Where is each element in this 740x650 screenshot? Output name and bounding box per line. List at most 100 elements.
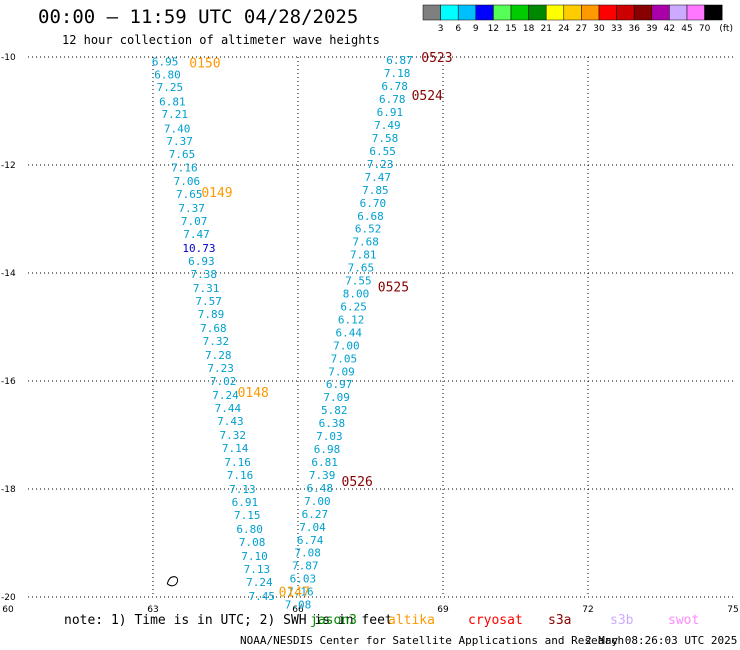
colorbar-swatch xyxy=(633,4,653,21)
wave-height-label: 7.04 xyxy=(299,521,326,534)
wave-height-label: 6.44 xyxy=(336,326,363,339)
colorbar-tick-label: 9 xyxy=(473,24,479,34)
pass-time-label: 0524 xyxy=(412,89,443,104)
pass-time-label: 0149 xyxy=(201,186,232,201)
wave-height-label: 6.38 xyxy=(319,417,346,430)
colorbar-tick-label: 30 xyxy=(593,24,605,34)
wave-height-label: 6.81 xyxy=(159,95,186,108)
wave-height-label: 7.08 xyxy=(239,536,266,549)
wave-height-label: 10.73 xyxy=(182,242,215,255)
wave-height-label: 7.21 xyxy=(162,108,189,121)
wave-height-label: 7.58 xyxy=(372,132,399,145)
colorbar-tick-label: 70 xyxy=(699,24,711,34)
y-tick-label: -10 xyxy=(1,53,16,63)
wave-height-label: 7.08 xyxy=(294,547,321,560)
wave-height-label: 7.10 xyxy=(241,550,268,563)
wave-height-label: 7.37 xyxy=(166,135,193,148)
pass-time-label: 0147 xyxy=(279,586,310,601)
wave-height-label: 7.16 xyxy=(224,456,251,469)
wave-height-label: 7.02 xyxy=(210,375,237,388)
wave-height-label: 7.14 xyxy=(222,442,249,455)
x-tick-label: 75 xyxy=(727,605,738,615)
colorbar-tick-label: 3 xyxy=(438,24,444,34)
wave-height-label: 7.68 xyxy=(352,236,379,249)
colorbar-tick-label: 15 xyxy=(505,24,516,34)
colorbar-tick-label: 18 xyxy=(523,24,535,34)
wave-height-label: 7.37 xyxy=(178,202,205,215)
wave-height-label: 5.82 xyxy=(321,404,348,417)
wave-height-label: 6.52 xyxy=(355,223,382,236)
y-tick-label: -16 xyxy=(1,377,16,387)
y-tick-label: -12 xyxy=(1,161,16,171)
y-tick-label: -20 xyxy=(1,593,16,603)
colorbar-tick-label: 6 xyxy=(455,24,461,34)
pass-time-label: 0150 xyxy=(189,56,220,71)
wave-height-label: 7.39 xyxy=(309,469,336,482)
wave-height-label: 7.85 xyxy=(362,184,389,197)
page-subtitle: 12 hour collection of altimeter wave hei… xyxy=(62,33,380,47)
wave-height-label: 6.95 xyxy=(152,55,179,68)
y-tick-label: -18 xyxy=(1,485,16,495)
wave-height-label: 7.18 xyxy=(384,67,411,80)
wave-height-label: 6.70 xyxy=(360,197,387,210)
x-tick-label: 63 xyxy=(147,605,158,615)
x-tick-label: 66 xyxy=(292,605,304,615)
wave-height-label: 7.32 xyxy=(203,335,230,348)
wave-height-label: 6.78 xyxy=(379,93,406,106)
wave-height-label: 6.93 xyxy=(188,255,215,268)
satellite-legend-item: swot xyxy=(668,613,700,628)
wave-height-label: 7.65 xyxy=(348,262,375,275)
wave-height-label: 7.38 xyxy=(191,268,218,281)
wave-height-label: 7.24 xyxy=(212,389,239,402)
wave-height-label: 7.13 xyxy=(229,483,256,496)
wave-height-label: 7.05 xyxy=(331,352,358,365)
wave-height-label: 6.80 xyxy=(154,68,181,81)
wave-height-label: 7.23 xyxy=(367,158,394,171)
colorbar-swatch xyxy=(457,4,477,21)
colorbar-tick-label: 21 xyxy=(540,24,551,34)
satellite-legend-item: altika xyxy=(388,613,435,628)
colorbar-swatch xyxy=(440,4,459,21)
colorbar-tick-label: 24 xyxy=(558,24,570,34)
colorbar-tick-label: 36 xyxy=(628,24,640,34)
colorbar-tick-label: 27 xyxy=(576,24,587,34)
wave-height-label: 7.57 xyxy=(195,295,222,308)
colorbar-swatch xyxy=(510,4,529,21)
wave-height-label: 6.78 xyxy=(381,80,408,93)
wave-height-label: 7.45 xyxy=(249,590,276,603)
x-tick-label: 60 xyxy=(2,605,14,615)
wave-height-label: 7.55 xyxy=(345,275,372,288)
wave-height-label: 7.15 xyxy=(234,509,261,522)
colorbar-tick-label: 39 xyxy=(646,24,658,34)
colorbar-swatch xyxy=(528,4,547,21)
wave-height-label: 6.91 xyxy=(377,106,404,119)
wave-height-label: 7.32 xyxy=(220,429,247,442)
colorbar-swatch xyxy=(598,4,617,21)
x-tick-label: 72 xyxy=(582,605,593,615)
pass-time-label: 0525 xyxy=(378,281,409,296)
island-outline xyxy=(166,576,179,587)
pass-time-label: 0523 xyxy=(421,51,452,66)
wave-height-label: 7.07 xyxy=(181,215,208,228)
wave-height-label: 7.13 xyxy=(244,563,271,576)
colorbar-tick-label: 12 xyxy=(488,24,499,34)
wave-height-label: 7.16 xyxy=(287,586,314,599)
wave-height-label: 6.48 xyxy=(307,482,334,495)
wave-height-label: 6.25 xyxy=(340,300,367,313)
wave-height-label: 7.47 xyxy=(183,228,210,241)
wave-height-label: 7.31 xyxy=(193,282,220,295)
colorbar-swatch xyxy=(493,4,512,21)
wave-height-label: 7.47 xyxy=(365,171,392,184)
wave-height-label: 7.68 xyxy=(200,322,227,335)
colorbar-swatch xyxy=(475,4,494,21)
satellite-legend-item: s3a xyxy=(548,613,572,628)
colorbar-swatch xyxy=(651,4,670,21)
satellite-legend-item: s3b xyxy=(610,613,634,628)
wave-height-label: 6.91 xyxy=(232,496,259,509)
wave-height-label: 7.24 xyxy=(246,576,273,589)
wave-height-label: 7.03 xyxy=(316,430,343,443)
wave-height-label: 6.74 xyxy=(297,534,324,547)
satellite-legend-item: jason3 xyxy=(310,613,357,628)
